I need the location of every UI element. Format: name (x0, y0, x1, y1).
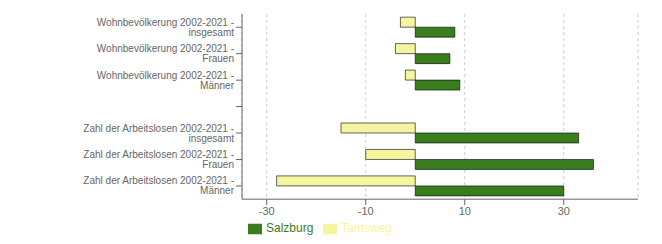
svg-text:Zahl der Arbeitslosen 2002-202: Zahl der Arbeitslosen 2002-2021 -insgesa… (83, 123, 234, 144)
html-text:Salzburg: Salzburg (266, 221, 314, 236)
svg-text:Zahl der Arbeitslosen 2002-202: Zahl der Arbeitslosen 2002-2021 -Frauen (83, 149, 234, 170)
svg-text:30: 30 (558, 205, 570, 217)
svg-text:Wohnbevölkerung 2002-2021 -ins: Wohnbevölkerung 2002-2021 -insgesamt (97, 17, 234, 38)
svg-text:-10: -10 (358, 205, 374, 217)
html-text:Tamsweg: Tamsweg (341, 221, 392, 236)
svg-text:Zahl der Arbeitslosen 2002-202: Zahl der Arbeitslosen 2002-2021 -Männer (83, 175, 234, 196)
svg-text:Wohnbevölkerung 2002-2021 -Män: Wohnbevölkerung 2002-2021 -Männer (97, 70, 235, 91)
svg-text:10: 10 (459, 205, 471, 217)
svg-text:Wohnbevölkerung 2002-2021 -Fra: Wohnbevölkerung 2002-2021 -Frauen (97, 43, 234, 64)
svg-text:-30: -30 (259, 205, 275, 217)
